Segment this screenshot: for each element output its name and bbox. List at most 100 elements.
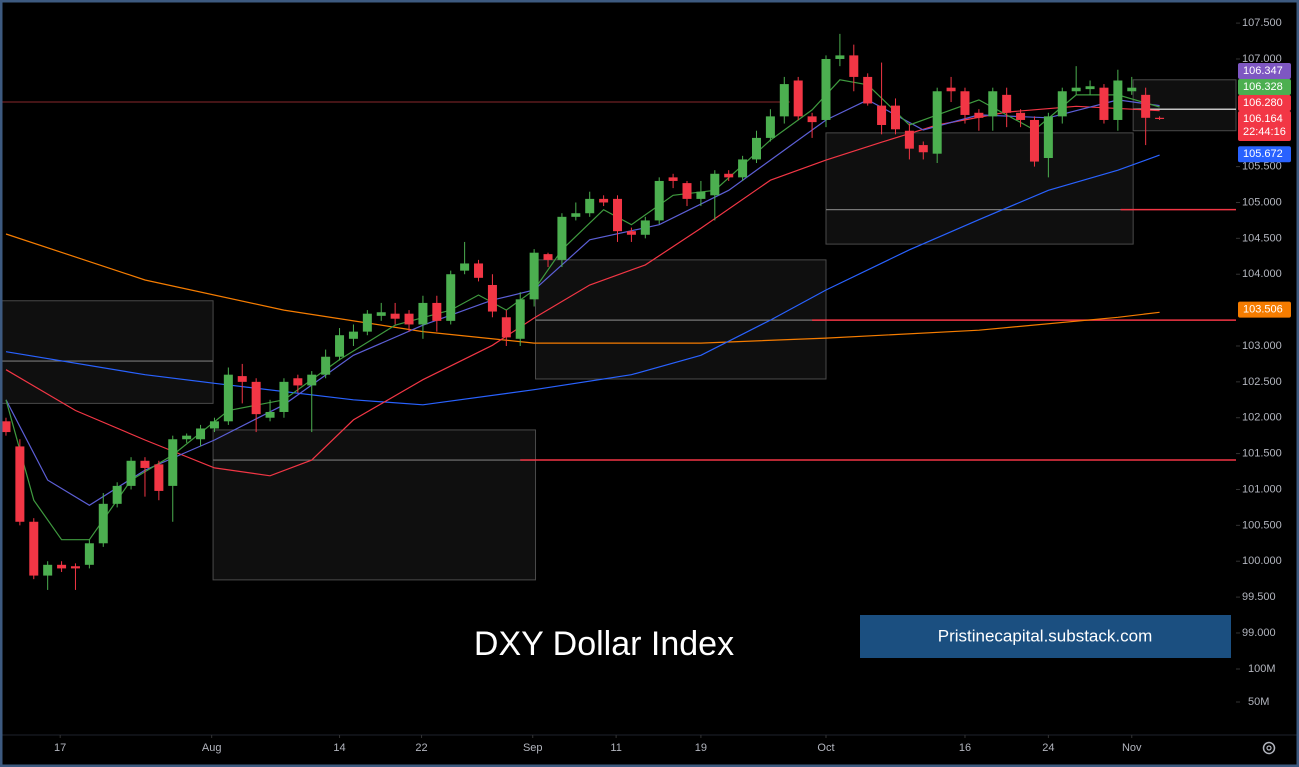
settings-icon[interactable] (1262, 741, 1276, 755)
candle-body (543, 254, 553, 260)
candle-body (265, 411, 275, 418)
y-tick-label: 100.000 (1242, 555, 1282, 567)
candle-body (362, 313, 372, 332)
price-label-box (1238, 62, 1291, 79)
plot-area (0, 33, 1237, 590)
candle-body (640, 220, 650, 235)
candle-body (738, 159, 748, 178)
candle-body (446, 274, 456, 321)
candle-body (863, 76, 873, 104)
candle-body (821, 58, 831, 120)
candle-body (196, 428, 206, 440)
x-tick-label: 16 (959, 742, 971, 754)
y-tick-label: 107.500 (1242, 17, 1282, 29)
x-tick-label: 17 (54, 742, 66, 754)
candle-body (696, 191, 706, 199)
candle-body (1029, 119, 1039, 162)
candle-body (585, 198, 595, 214)
candle-body (1085, 86, 1095, 90)
settings-ring[interactable] (1262, 741, 1276, 755)
x-tick-label: Aug (202, 742, 222, 754)
candle-body (529, 252, 539, 300)
candle-body (168, 439, 178, 486)
candle-body (613, 198, 623, 232)
candle-body (1, 421, 11, 433)
zone (1132, 79, 1237, 132)
candle-body (154, 464, 164, 491)
candle-body (599, 198, 609, 203)
candle-body (974, 112, 984, 118)
price-label: 106.280 (1243, 97, 1283, 109)
candle-body (279, 381, 289, 412)
x-tick-label: Sep (523, 742, 543, 754)
candle-body (1127, 87, 1137, 92)
candle-body (84, 543, 94, 565)
candle-body (682, 183, 692, 199)
candle-body (432, 302, 442, 321)
candle-body (112, 485, 122, 504)
candle-body (223, 374, 233, 422)
candle-body (474, 263, 484, 278)
x-tick-label: 22 (415, 742, 427, 754)
x-tick-label: 19 (695, 742, 707, 754)
candle-body (515, 299, 525, 339)
candle-body (849, 55, 859, 77)
candle-body (70, 566, 80, 569)
price-label-box (1238, 78, 1291, 95)
price-label: 103.506 (1243, 304, 1283, 316)
candle-body (807, 116, 817, 123)
y-tick-label: 101.000 (1242, 483, 1282, 495)
y-tick-label: 105.500 (1242, 161, 1282, 173)
price-countdown: 22:44:16 (1243, 126, 1286, 138)
y-tick-label: 101.500 (1242, 448, 1282, 460)
candle-body (460, 263, 470, 271)
candle-body (765, 116, 775, 138)
candle-body (571, 213, 581, 217)
x-tick-label: Oct (817, 742, 834, 754)
candle-body (877, 105, 887, 125)
candle-body (140, 460, 150, 468)
candle-body (57, 564, 67, 569)
candle-body (960, 91, 970, 115)
candle-body (793, 80, 803, 117)
candle-body (182, 435, 192, 440)
price-label: 106.164 (1243, 113, 1283, 125)
candle-body (418, 302, 428, 325)
zone (535, 259, 827, 380)
ma-line (5, 233, 1160, 344)
y-tick-label: 100.500 (1242, 519, 1282, 531)
candle-body (1002, 94, 1012, 113)
y-tick-label: 104.500 (1242, 232, 1282, 244)
y-tick-label: 104.000 (1242, 268, 1282, 280)
candle-body (668, 177, 678, 181)
ma-line (5, 79, 1160, 541)
candle-body (835, 55, 845, 59)
candle-body (15, 446, 25, 522)
watermark-box (860, 615, 1231, 658)
candle-body (348, 331, 358, 339)
candle-body (376, 312, 386, 316)
candle-body (918, 145, 928, 153)
zone (825, 132, 1134, 245)
candle-body (890, 105, 900, 130)
y-tick-label: 103.000 (1242, 340, 1282, 352)
candle-body (988, 91, 998, 117)
watermark: Pristinecapital.substack.com (938, 626, 1152, 645)
volume-tick-label: 100M (1248, 663, 1276, 675)
y-tick-label: 102.500 (1242, 376, 1282, 388)
price-label-box (1238, 94, 1291, 111)
candle-body (557, 216, 567, 260)
settings-core[interactable] (1266, 745, 1272, 751)
volume-tick-label: 50M (1248, 696, 1269, 708)
candle-body (1016, 112, 1026, 120)
zone (0, 300, 214, 404)
candle-body (710, 173, 720, 196)
price-label: 105.672 (1243, 148, 1283, 160)
y-tick-label: 105.000 (1242, 196, 1282, 208)
candle-body (779, 84, 789, 117)
candle-body (251, 381, 261, 415)
candle-body (29, 521, 39, 576)
price-label-box (1238, 110, 1291, 141)
candle-body (946, 87, 956, 92)
